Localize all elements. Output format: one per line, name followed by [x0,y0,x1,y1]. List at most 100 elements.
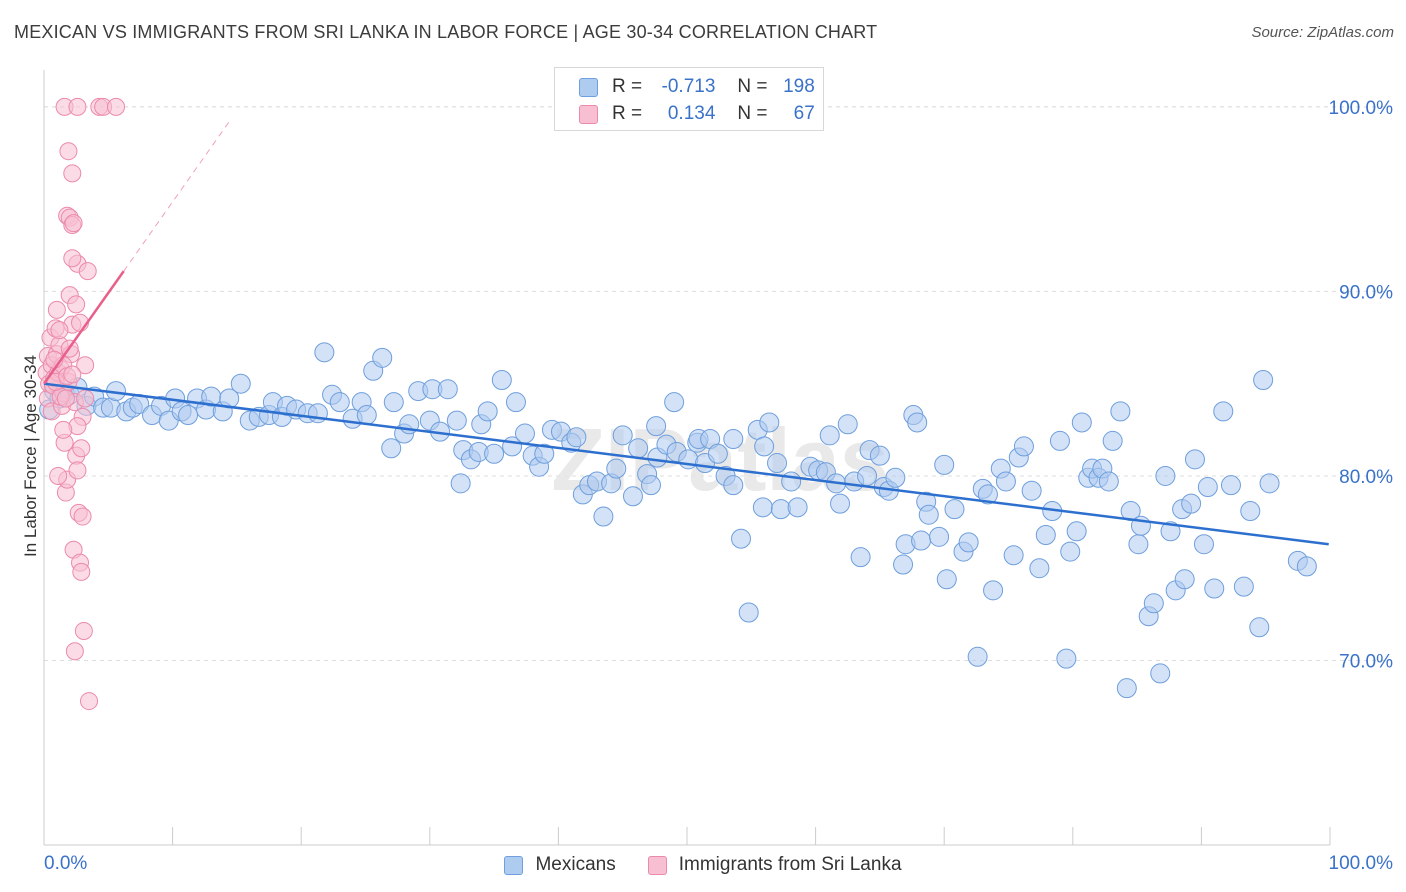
srilanka-point [56,389,75,408]
srilanka-point [65,642,84,661]
n-value: 198 [783,76,815,97]
y-axis-label: In Labor Force | Age 30-34 [21,355,40,557]
mexicans-point [1013,436,1034,457]
tick-labels: 70.0% 80.0% 90.0% 100.0% 0.0% 100.0% [44,98,1393,874]
srilanka-point [68,461,87,480]
r-value: 0.134 [667,103,716,124]
mexicans-point [1213,401,1234,422]
mexicans-point [929,526,950,547]
mexicans-legend-swatch [504,855,524,875]
srilanka-point [74,621,93,640]
srilanka-point [68,97,87,116]
mexicans-point [754,436,775,457]
mexicans-point [1003,545,1024,566]
y-tick-label: 90.0% [1339,282,1393,303]
mexicans-point [314,342,335,363]
y-tick-label: 100.0% [1329,98,1394,119]
mexicans-trend-line [43,382,1329,546]
mexicans-point [1155,465,1176,486]
mexicans-point [612,425,633,446]
mexicans-point [372,347,393,368]
srilanka-point [73,507,92,526]
mexicans-point [1049,430,1070,451]
srilanka-legend-swatch [647,855,667,875]
axes [43,70,1331,846]
mexicans-point [1029,558,1050,579]
mexicans-point [1071,412,1092,433]
mexicans-point [869,445,890,466]
mexicans-point [1174,569,1195,590]
mexicans-point [622,486,643,507]
mexicans-point [1240,501,1261,522]
mexicans-point [857,465,878,486]
mexicans-point [907,412,928,433]
mexicans-point [381,438,402,459]
srilanka-point [63,365,82,384]
mexicans-point [781,471,802,492]
srilanka-point [63,164,82,183]
mexicans-point [1128,534,1149,555]
stats-legend: R = -0.713 N = 198 R = 0.134 N = 67 [554,67,824,131]
srilanka-point [49,466,68,485]
mexicans-point [446,410,467,431]
mexicans-point [934,454,955,475]
mexicans-point [1150,663,1171,684]
srilanka-point [72,562,91,581]
mexicans-point [437,379,458,400]
chart-title: MEXICAN VS IMMIGRANTS FROM SRI LANKA IN … [14,22,878,42]
mexicans-point [1098,471,1119,492]
srilanka-trend-line [42,270,125,385]
srilanka-point [72,439,91,458]
mexicans-point [1110,401,1131,422]
mexicans-point [731,528,752,549]
r-label: R = [612,103,643,124]
mexicans-point [1035,525,1056,545]
mexicans-point [514,423,535,444]
x-tick-label: 100.0% [1329,853,1394,874]
mexicans-point [1181,493,1202,514]
mexicans-point [819,425,840,446]
srilanka-point [63,249,82,268]
mexicans-point [640,475,661,496]
mexicans-point [356,405,377,426]
mexicans-point [977,484,998,505]
mexicans-point [850,547,871,568]
mexicans-point [1116,678,1137,699]
mexicans-point [759,412,780,433]
n-label: N = [737,103,768,124]
chart-source: Source: ZipAtlas.com [1251,24,1394,41]
mexicans-point [752,497,773,518]
mexicans-point [837,414,858,435]
mexicans-point [770,499,791,520]
mexicans-point [967,646,988,667]
mexicans-point [534,443,555,464]
srilanka-swatch [579,104,598,124]
mexicans-point [944,499,965,520]
mexicans-point [484,443,505,464]
mexicans-point [1204,578,1225,599]
srilanka-point [59,142,78,161]
mexicans-point [593,506,614,527]
srilanka-point [76,356,95,375]
mexicans-point [918,504,939,525]
y-tick-label: 80.0% [1339,467,1393,488]
mexicans-point [1184,449,1205,470]
x-tick-label: 0.0% [44,853,87,874]
mexicans-point [628,438,649,459]
mexicans-point [450,473,471,494]
n-label: N = [737,76,768,97]
mexicans-point [505,392,526,413]
mexicans-point [995,471,1016,492]
y-tick-label: 70.0% [1339,651,1393,672]
n-value: 67 [793,103,815,124]
mexicans-point [1102,430,1123,451]
mexicans-point [1233,576,1254,597]
legend-label: Immigrants from Sri Lanka [678,854,902,875]
mexicans-point [738,602,759,623]
mexicans-point [1066,521,1087,542]
mexicans-point [1056,648,1077,669]
stats-row-mexicans: R = -0.713 N = 198 [579,74,815,100]
legend-label: Mexicans [535,854,616,875]
mexicans-point [830,493,851,514]
mexicans-point [936,569,957,590]
